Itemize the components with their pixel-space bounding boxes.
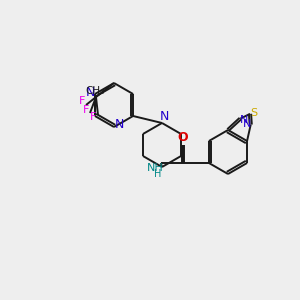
Text: F: F: [90, 112, 96, 122]
Text: S: S: [250, 108, 258, 118]
Text: H: H: [154, 169, 161, 179]
Text: N: N: [159, 110, 169, 122]
Text: N: N: [240, 115, 248, 124]
Text: N: N: [85, 85, 94, 98]
Text: F: F: [83, 105, 89, 115]
Text: CH₃: CH₃: [85, 86, 105, 96]
Text: O: O: [178, 131, 188, 144]
Text: F: F: [79, 96, 85, 106]
Text: NH: NH: [146, 163, 163, 173]
Text: N: N: [242, 118, 251, 129]
Text: N: N: [114, 118, 124, 131]
